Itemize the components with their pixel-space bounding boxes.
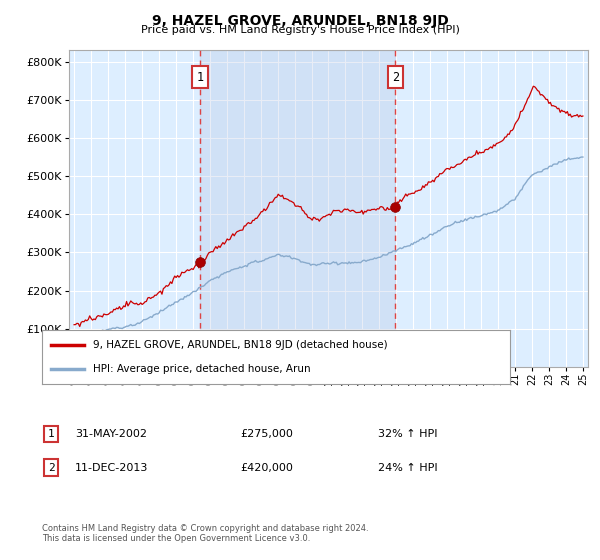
Text: 1: 1 (47, 429, 55, 439)
Text: £420,000: £420,000 (240, 463, 293, 473)
Text: 1: 1 (196, 71, 203, 83)
Text: Price paid vs. HM Land Registry's House Price Index (HPI): Price paid vs. HM Land Registry's House … (140, 25, 460, 35)
Bar (200, 50, 395, 367)
Text: 9, HAZEL GROVE, ARUNDEL, BN18 9JD: 9, HAZEL GROVE, ARUNDEL, BN18 9JD (152, 14, 448, 28)
Text: £275,000: £275,000 (240, 429, 293, 439)
Text: 2: 2 (392, 71, 399, 83)
Text: Contains HM Land Registry data © Crown copyright and database right 2024.
This d: Contains HM Land Registry data © Crown c… (42, 524, 368, 543)
Text: 2: 2 (47, 463, 55, 473)
Text: 31-MAY-2002: 31-MAY-2002 (75, 429, 147, 439)
Text: 9, HAZEL GROVE, ARUNDEL, BN18 9JD (detached house): 9, HAZEL GROVE, ARUNDEL, BN18 9JD (detac… (94, 340, 388, 351)
Text: 32% ↑ HPI: 32% ↑ HPI (378, 429, 437, 439)
Text: 24% ↑ HPI: 24% ↑ HPI (378, 463, 437, 473)
Text: HPI: Average price, detached house, Arun: HPI: Average price, detached house, Arun (94, 363, 311, 374)
Text: 11-DEC-2013: 11-DEC-2013 (75, 463, 148, 473)
